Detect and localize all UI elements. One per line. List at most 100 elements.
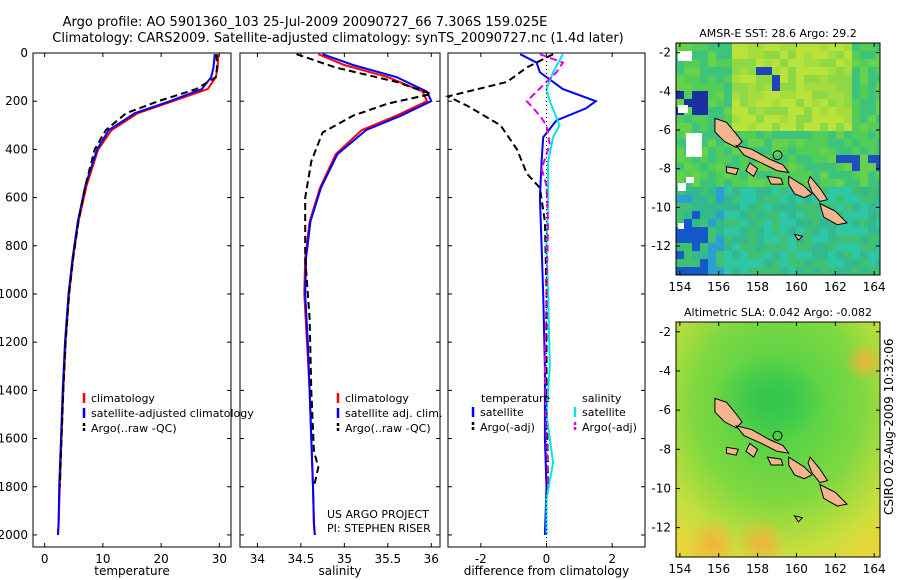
sst-cell bbox=[844, 211, 852, 219]
sst-cell bbox=[724, 171, 732, 179]
sst-cell bbox=[812, 147, 820, 155]
sst-cell bbox=[740, 107, 748, 115]
sst-cell bbox=[796, 211, 804, 219]
sst-cell bbox=[820, 83, 828, 91]
sst-cell bbox=[700, 227, 708, 235]
sst-cell bbox=[692, 163, 700, 171]
sst-cell bbox=[756, 67, 764, 75]
sst-cell bbox=[740, 131, 748, 139]
sst-cell bbox=[780, 75, 788, 83]
sst-cell bbox=[836, 163, 844, 171]
sst-cell bbox=[700, 243, 708, 251]
salinity-xtick-label: 35.5 bbox=[374, 552, 401, 566]
sst-cell bbox=[676, 243, 684, 251]
sst-cell bbox=[788, 211, 796, 219]
sst-cell bbox=[732, 107, 740, 115]
sst-cell bbox=[708, 107, 716, 115]
sst-cell bbox=[820, 107, 828, 115]
sst-cell bbox=[812, 235, 820, 243]
sst-cell bbox=[788, 203, 796, 211]
sst-cell bbox=[860, 83, 868, 91]
sst-cell bbox=[828, 147, 836, 155]
sst-cell bbox=[780, 211, 788, 219]
sst-cell bbox=[740, 83, 748, 91]
sst-cell bbox=[676, 235, 684, 243]
sst-cell bbox=[692, 227, 700, 235]
sst-cell bbox=[724, 219, 732, 227]
sla_map-title: Altimetric SLA: 0.042 Argo: -0.082 bbox=[684, 306, 872, 319]
sst-cell bbox=[764, 187, 772, 195]
sst-cell bbox=[820, 187, 828, 195]
island-outline bbox=[734, 144, 790, 174]
sst-cell bbox=[836, 147, 844, 155]
sst-cell bbox=[788, 147, 796, 155]
sst-cell bbox=[708, 67, 716, 75]
sst-cell bbox=[820, 267, 828, 275]
sst-cell bbox=[700, 43, 708, 51]
sst-cell bbox=[812, 195, 820, 203]
sst-cell bbox=[716, 187, 724, 195]
sst-cell bbox=[676, 251, 684, 259]
sst-cell bbox=[868, 187, 876, 195]
sst-cell bbox=[868, 235, 876, 243]
sst-cell bbox=[820, 219, 828, 227]
sst-cell bbox=[708, 227, 716, 235]
sst-cell bbox=[788, 219, 796, 227]
sst-cell bbox=[748, 139, 756, 147]
sst-cell bbox=[732, 267, 740, 275]
sst-cell bbox=[756, 203, 764, 211]
salinity-xtick-label: 36 bbox=[424, 552, 439, 566]
sst-cell bbox=[740, 75, 748, 83]
pi-label: PI: STEPHEN RISER bbox=[327, 522, 431, 535]
sst-cell bbox=[756, 211, 764, 219]
sst-cell bbox=[788, 251, 796, 259]
sst-cell bbox=[692, 59, 700, 67]
sst_map-xtick-label: 164 bbox=[863, 280, 886, 294]
temperature-ytick-label: 1600 bbox=[0, 432, 28, 446]
sst-cell bbox=[828, 155, 836, 163]
sst-cell bbox=[780, 107, 788, 115]
sst-cell bbox=[676, 155, 684, 163]
sst-cell bbox=[868, 171, 876, 179]
sst-cell bbox=[812, 163, 820, 171]
sst-cell bbox=[860, 203, 868, 211]
sst-cell bbox=[724, 195, 732, 203]
sst-cell bbox=[860, 91, 868, 99]
sst-cell bbox=[708, 251, 716, 259]
sst-cell bbox=[820, 163, 828, 171]
sst-cell bbox=[764, 179, 772, 187]
sst-cell bbox=[860, 163, 868, 171]
sst-cell bbox=[724, 147, 732, 155]
sst-cell bbox=[724, 179, 732, 187]
sst-cell bbox=[700, 235, 708, 243]
sst_map-xtick-label: 154 bbox=[668, 280, 691, 294]
figure-title-line2: Climatology: CARS2009. Satellite-adjuste… bbox=[52, 31, 624, 46]
sst-cell bbox=[764, 219, 772, 227]
sst-cell bbox=[828, 91, 836, 99]
sst-cell bbox=[732, 219, 740, 227]
sst-cell bbox=[716, 147, 724, 155]
sst-cell bbox=[796, 155, 804, 163]
sst-cell bbox=[876, 227, 880, 235]
sst-cell bbox=[828, 243, 836, 251]
sst-cell bbox=[684, 115, 692, 123]
sst-cell bbox=[868, 139, 876, 147]
sst-cell bbox=[732, 75, 740, 83]
sst-cell bbox=[748, 211, 756, 219]
sst-cell bbox=[852, 227, 860, 235]
sst-cell bbox=[868, 179, 876, 187]
sst-cell bbox=[828, 43, 836, 51]
sst-cell bbox=[844, 83, 852, 91]
island-outline bbox=[807, 456, 829, 484]
sst-cell bbox=[700, 123, 708, 131]
sst-cell bbox=[876, 67, 880, 75]
sst_map-ytick-label: -4 bbox=[659, 84, 671, 98]
sst-cell bbox=[732, 179, 740, 187]
sst-cell bbox=[812, 171, 820, 179]
sst-cell bbox=[860, 107, 868, 115]
sst-cell bbox=[852, 43, 860, 51]
sst-cell bbox=[700, 59, 708, 67]
sst-cell bbox=[852, 219, 860, 227]
sst-cell bbox=[764, 51, 772, 59]
sst-cell bbox=[676, 91, 684, 99]
